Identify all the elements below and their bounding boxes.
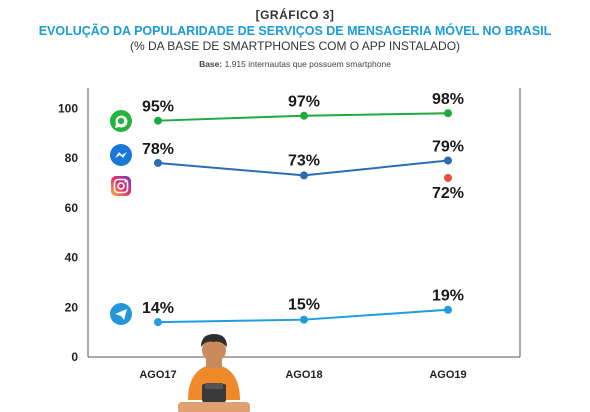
data-point	[300, 171, 308, 180]
telegram-icon	[110, 303, 132, 325]
data-point	[154, 318, 162, 327]
data-point	[154, 116, 162, 125]
data-point	[444, 173, 452, 182]
y-tick-label: 80	[65, 151, 79, 165]
whatsapp-icon	[110, 110, 132, 132]
data-point	[444, 109, 452, 118]
data-label: 98%	[432, 91, 464, 108]
y-tick-label: 20	[65, 300, 79, 314]
y-tick-label: 60	[65, 201, 79, 215]
x-tick-label: AGO19	[429, 369, 466, 381]
data-point	[154, 158, 162, 167]
series-layer: 95% 97% 98% 78% 73% 79% 72% 14% 15% 19%	[142, 91, 464, 327]
data-point	[300, 315, 308, 324]
data-label: 72%	[432, 185, 464, 202]
data-label: 15%	[288, 297, 320, 314]
data-point	[444, 305, 452, 314]
chart-header: [GRÁFICO 3] EVOLUÇÃO DA POPULARIDADE DE …	[0, 8, 590, 69]
y-tick-labels: 0 20 40 60 80 100	[58, 101, 78, 364]
y-tick-label: 0	[71, 350, 78, 364]
y-tick-label: 100	[58, 101, 78, 115]
messenger-icon	[110, 144, 132, 166]
chart-tag: [GRÁFICO 3]	[255, 8, 335, 22]
base-label: Base:	[199, 59, 223, 69]
person-illustration	[178, 334, 250, 412]
base-text: 1.915 internautas que possuem smartphone	[224, 59, 391, 69]
x-tick-label: AGO17	[139, 369, 176, 381]
chart-base-note: Base: 1.915 internautas que possuem smar…	[0, 59, 590, 69]
data-label: 19%	[432, 288, 464, 305]
data-point	[300, 111, 308, 120]
data-label: 73%	[288, 152, 320, 169]
data-label: 14%	[142, 300, 174, 317]
x-tick-label: AGO18	[285, 369, 322, 381]
x-tick-labels: AGO17 AGO18 AGO19	[139, 369, 466, 381]
instagram-icon	[111, 176, 131, 196]
data-label: 78%	[142, 141, 174, 158]
chart-subtitle: (% DA BASE DE SMARTPHONES COM O APP INST…	[129, 39, 461, 53]
data-label: 95%	[142, 99, 174, 116]
chart-title: EVOLUÇÃO DA POPULARIDADE DE SERVIÇOS DE …	[38, 24, 552, 38]
data-label: 79%	[432, 138, 464, 155]
data-point	[444, 156, 452, 165]
data-label: 97%	[288, 94, 320, 111]
y-tick-label: 40	[65, 251, 79, 265]
